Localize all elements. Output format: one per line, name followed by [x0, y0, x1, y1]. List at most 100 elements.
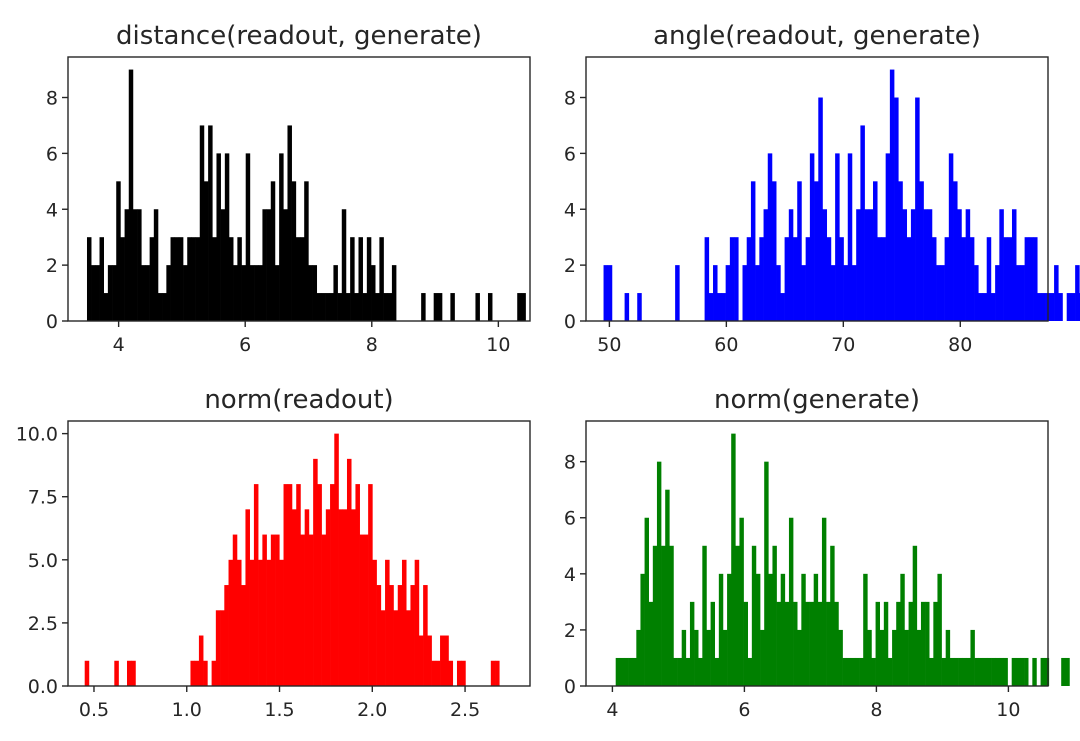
- bar: [95, 265, 100, 321]
- bar: [839, 237, 844, 321]
- bar: [644, 517, 649, 686]
- bar: [619, 657, 625, 686]
- bar: [1066, 293, 1072, 321]
- bar: [879, 629, 885, 686]
- bar: [1032, 657, 1037, 686]
- chart-title: norm(generate): [714, 385, 920, 415]
- bar: [669, 545, 674, 686]
- bar: [814, 181, 819, 321]
- bar: [321, 534, 327, 686]
- bar: [456, 660, 462, 686]
- bar: [1011, 209, 1017, 321]
- bar: [435, 660, 441, 686]
- bar: [333, 265, 338, 321]
- bar: [859, 657, 864, 686]
- bar: [262, 534, 267, 686]
- bar: [380, 610, 386, 686]
- bar: [767, 153, 773, 321]
- y-tick-label: 2: [564, 255, 576, 277]
- bar: [341, 209, 347, 321]
- bar: [931, 237, 937, 321]
- bar: [1024, 237, 1030, 321]
- bar: [448, 660, 454, 686]
- bar: [648, 601, 654, 686]
- bar: [397, 585, 403, 686]
- bar: [958, 657, 963, 686]
- bar: [283, 209, 288, 321]
- bar: [195, 237, 201, 321]
- bar: [656, 461, 662, 686]
- x-tick-label: 2.0: [357, 699, 387, 721]
- x-tick-label: 0.5: [79, 699, 109, 721]
- bar: [969, 237, 975, 321]
- bar: [784, 237, 790, 321]
- bar: [793, 601, 798, 686]
- y-tick-label: 5.0: [28, 550, 58, 572]
- y-tick-label: 8: [46, 88, 58, 110]
- bar: [237, 237, 242, 321]
- bar: [978, 293, 983, 321]
- bar: [490, 660, 496, 686]
- bar: [944, 237, 950, 321]
- bar: [279, 153, 284, 321]
- y-tick-label: 4: [564, 199, 576, 221]
- bar: [241, 585, 246, 686]
- bar: [780, 293, 785, 321]
- bar: [1065, 657, 1070, 686]
- bar: [929, 657, 934, 686]
- bar: [822, 209, 828, 321]
- bar: [427, 635, 432, 686]
- bar: [721, 293, 726, 321]
- bar: [826, 601, 831, 686]
- bar: [734, 237, 739, 321]
- bar: [714, 657, 720, 686]
- bar: [776, 265, 781, 321]
- bar: [495, 660, 500, 686]
- bar: [871, 657, 876, 686]
- bar: [772, 545, 777, 686]
- bar: [212, 237, 217, 321]
- bar: [912, 545, 918, 686]
- bar: [743, 601, 748, 686]
- bar: [107, 265, 113, 321]
- bar: [731, 433, 736, 686]
- bar: [850, 657, 856, 686]
- bar: [274, 265, 280, 321]
- bar: [830, 545, 835, 686]
- bar: [916, 629, 922, 686]
- bar: [1037, 293, 1042, 321]
- bar: [313, 458, 318, 686]
- bar: [437, 293, 443, 321]
- bar: [329, 293, 334, 321]
- bar: [283, 484, 289, 686]
- bar: [809, 153, 815, 321]
- bar: [906, 237, 912, 321]
- x-tick-label: 8: [870, 699, 882, 721]
- bar: [1024, 657, 1029, 686]
- x-tick-label: 4: [113, 334, 125, 356]
- y-tick-label: 2.5: [28, 613, 58, 635]
- bar: [304, 509, 310, 686]
- bar: [1061, 657, 1066, 686]
- bar: [661, 545, 666, 686]
- y-tick-label: 0.0: [28, 676, 58, 698]
- bar: [961, 237, 966, 321]
- x-tick-label: 80: [948, 334, 972, 356]
- bar: [262, 209, 267, 321]
- bar: [358, 237, 363, 321]
- panel-angle: 50 60 70 80 0 2 4 6 8 angle(readout, generate): [564, 21, 1080, 356]
- bar: [974, 265, 979, 321]
- bar: [780, 573, 786, 686]
- y-tick-label: 4: [46, 199, 58, 221]
- bar: [363, 534, 369, 686]
- bar: [915, 97, 920, 321]
- bar: [854, 657, 860, 686]
- bar: [224, 585, 229, 686]
- y-tick-label: 0: [564, 311, 576, 333]
- x-tick-label: 6: [738, 699, 750, 721]
- bar: [249, 559, 255, 686]
- bar: [366, 237, 372, 321]
- bar: [698, 657, 703, 686]
- bar: [986, 657, 992, 686]
- bar: [208, 125, 213, 321]
